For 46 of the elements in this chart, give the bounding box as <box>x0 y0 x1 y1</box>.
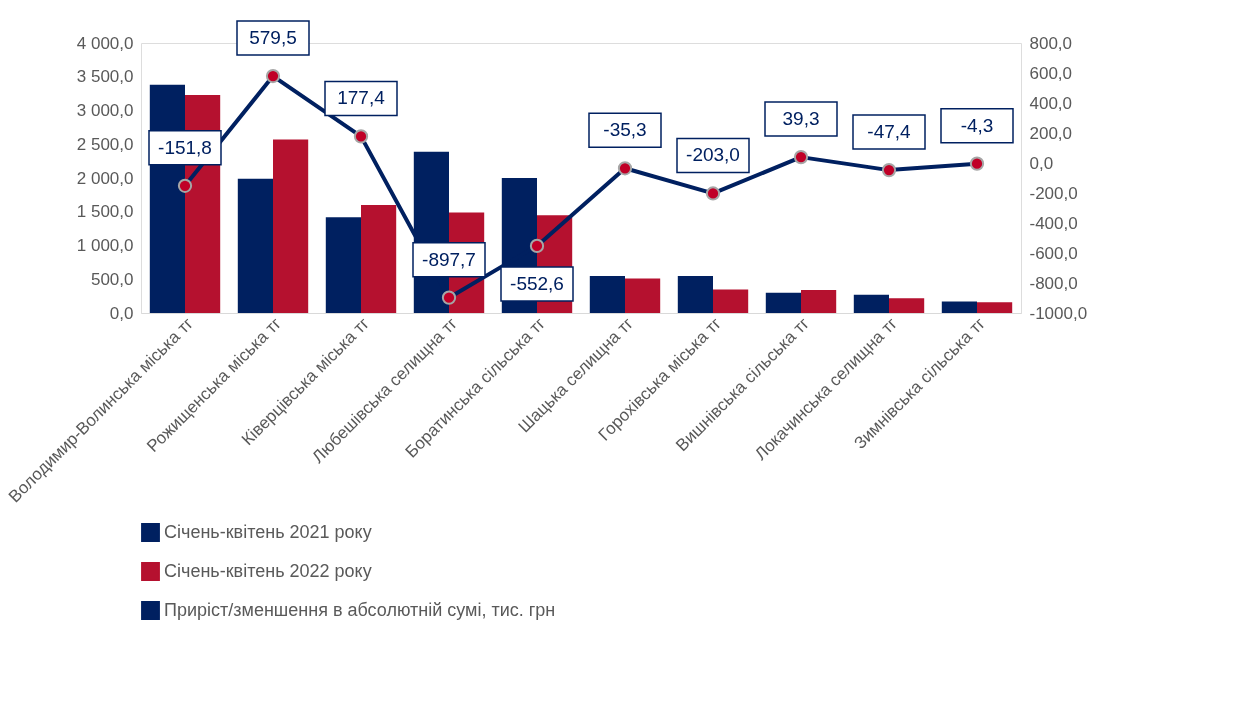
y-tick-label: 1 000,0 <box>76 236 134 255</box>
data-label: -552,6 <box>510 272 564 294</box>
y-tick-label: 3 000,0 <box>76 101 134 120</box>
y-tick-label: 3 500,0 <box>76 67 134 87</box>
bar <box>977 302 1013 313</box>
data-label: 39,3 <box>782 108 820 130</box>
bar <box>677 275 713 313</box>
data-label: -4,3 <box>960 114 994 136</box>
legend-label: Січень-квітень 2022 року <box>164 560 372 581</box>
bar <box>941 301 977 313</box>
y-tick-label: 4 000,0 <box>76 33 134 53</box>
y2-tick-label: -600,0 <box>1029 243 1078 263</box>
data-label: -203,0 <box>686 144 740 166</box>
y-tick-label: 1 500,0 <box>76 202 134 222</box>
bar <box>713 289 749 313</box>
y2-tick-label: 200,0 <box>1029 123 1073 143</box>
y2-tick-label: 600,0 <box>1029 63 1073 83</box>
bar <box>237 178 273 313</box>
data-label: 579,5 <box>249 27 297 49</box>
legend-label: Січень-квітень 2021 року <box>164 521 372 542</box>
y-tick-label: 2 500,0 <box>76 134 134 154</box>
data-label: 177,4 <box>337 87 386 109</box>
y2-tick-label: -1000,0 <box>1029 303 1088 323</box>
bar <box>889 298 925 313</box>
bar <box>589 275 625 313</box>
bar <box>361 205 397 313</box>
legend-label: Приріст/зменшення в абсолютній сумі, тис. грн <box>164 599 556 620</box>
data-label: -35,3 <box>603 119 647 141</box>
y-tick-label: 500,0 <box>90 269 134 289</box>
bar <box>765 292 801 313</box>
data-label: -151,8 <box>158 136 212 158</box>
y2-tick-label: 800,0 <box>1029 33 1073 53</box>
data-label: -47,4 <box>867 121 912 143</box>
bar <box>801 290 837 313</box>
data-label: -897,7 <box>422 248 476 270</box>
bar <box>273 139 309 313</box>
bar <box>625 278 661 313</box>
y2-tick-label: 400,0 <box>1029 93 1073 113</box>
y2-tick-label: -200,0 <box>1029 183 1078 203</box>
y2-tick-label: 0,0 <box>1029 153 1054 173</box>
bar <box>325 217 361 313</box>
y-tick-label: 0,0 <box>109 303 134 323</box>
y2-tick-label: -400,0 <box>1029 213 1078 233</box>
y2-tick-label: -800,0 <box>1029 273 1078 293</box>
bar <box>853 294 889 313</box>
y-tick-label: 2 000,0 <box>76 168 134 188</box>
